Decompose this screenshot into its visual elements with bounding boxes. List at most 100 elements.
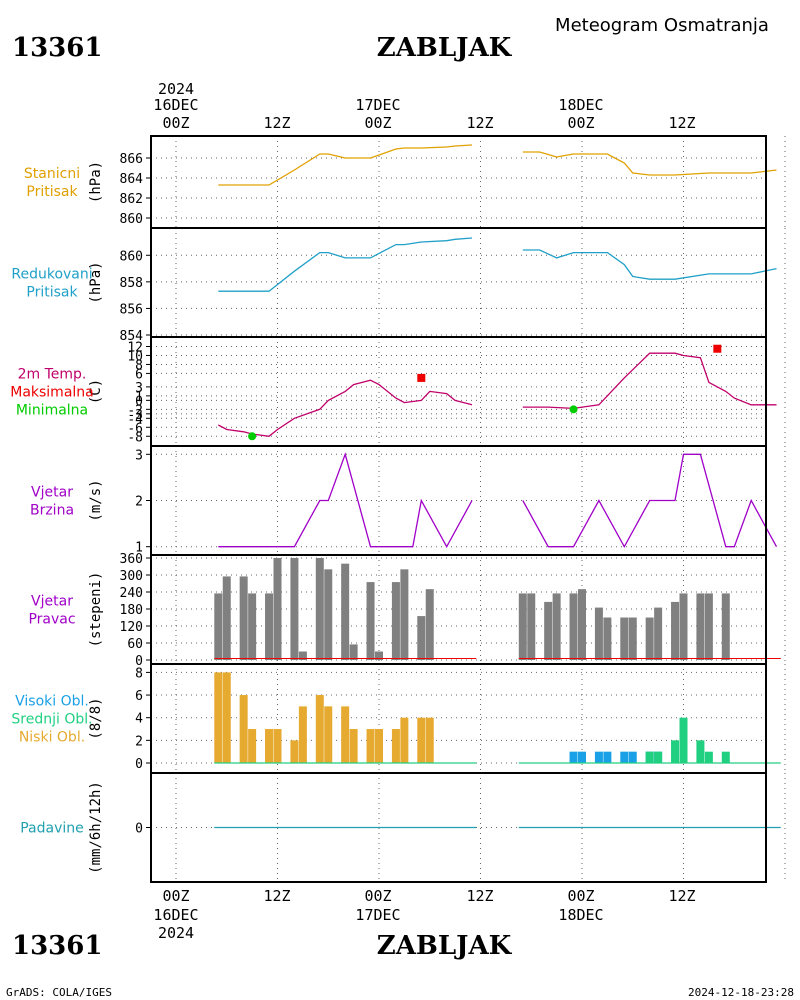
high-cloud-bar bbox=[620, 751, 629, 763]
high-cloud-bar bbox=[569, 751, 578, 763]
top-hour-label-1: 00Z bbox=[162, 114, 189, 132]
high-cloud-bar bbox=[628, 751, 637, 763]
y-tick-label: 300 bbox=[120, 569, 143, 584]
max-temp-marker bbox=[713, 344, 722, 353]
wind-direction-bar bbox=[603, 617, 612, 660]
low-cloud-bar bbox=[298, 706, 307, 763]
temperature-line bbox=[217, 379, 473, 437]
y-axis-unit: (hPa) bbox=[88, 261, 104, 303]
panel-label: Padavine bbox=[20, 821, 84, 837]
y-tick-label: -4 bbox=[127, 412, 143, 427]
wind-direction-bar bbox=[239, 576, 248, 660]
y-tick-label: -2 bbox=[127, 403, 143, 418]
mid-cloud-bar bbox=[645, 751, 654, 763]
panel-label: Vjetar bbox=[31, 594, 73, 610]
top-day-label-2: 17DEC bbox=[355, 96, 400, 114]
panel-label: Pritisak bbox=[26, 184, 78, 200]
wind-direction-bar bbox=[315, 558, 324, 660]
panel-label: Vjetar bbox=[31, 485, 73, 501]
y-axis-unit: (stepeni) bbox=[88, 572, 104, 648]
temperature-line bbox=[522, 352, 777, 410]
wind-direction-bar bbox=[417, 616, 426, 660]
wind-direction-bar bbox=[518, 593, 527, 660]
panel-label: Visoki Obl. bbox=[15, 694, 89, 710]
panel-frame bbox=[150, 135, 767, 229]
y-tick-label: 0 bbox=[135, 822, 143, 837]
bottom-year-label: 2024 bbox=[158, 924, 194, 942]
wind-direction-bar bbox=[578, 589, 586, 660]
wind-direction-bar bbox=[645, 617, 654, 660]
low-cloud-bar bbox=[400, 717, 409, 763]
wind-direction-bar bbox=[425, 589, 434, 660]
footer-credit: GrADS: COLA/IGES bbox=[6, 986, 112, 999]
low-cloud-bar bbox=[341, 706, 350, 763]
wind-direction-bar bbox=[265, 593, 274, 660]
mid-cloud-bar bbox=[654, 751, 663, 763]
wind-direction-bar bbox=[594, 607, 603, 660]
y-tick-label: 360 bbox=[120, 552, 143, 567]
panels-group: 860862864866(hPa)StanicniPritisak8548568… bbox=[10, 135, 786, 883]
low-cloud-bar bbox=[315, 695, 324, 763]
top-hour-label-2: 12Z bbox=[263, 114, 290, 132]
y-tick-label: 856 bbox=[120, 302, 143, 317]
station-pressure-line bbox=[522, 151, 777, 176]
wind-direction-bar bbox=[298, 651, 307, 660]
y-tick-label: 3 bbox=[135, 448, 143, 463]
y-axis-unit: (C) bbox=[88, 379, 104, 404]
y-tick-label: 866 bbox=[120, 152, 143, 167]
panel-frame bbox=[150, 227, 767, 338]
high-cloud-bar bbox=[603, 751, 612, 763]
min-temp-marker bbox=[248, 432, 257, 441]
wind-direction-bar bbox=[552, 593, 561, 660]
wind-direction-bar bbox=[527, 593, 536, 660]
low-cloud-bar bbox=[324, 706, 333, 763]
y-axis-unit: (mm/6h/12h) bbox=[88, 781, 104, 874]
y-axis-unit: (8/8) bbox=[88, 697, 104, 739]
mid-cloud-bar bbox=[704, 751, 713, 763]
reduced-pressure-line bbox=[218, 237, 473, 292]
mid-cloud-bar bbox=[696, 740, 705, 763]
panel-label: Niski Obl. bbox=[19, 730, 85, 746]
station-name: ZABLJAK bbox=[377, 33, 513, 63]
wind-direction-bar bbox=[324, 569, 333, 660]
y-tick-label: -8 bbox=[127, 430, 143, 445]
station-id: 13361 bbox=[12, 33, 102, 63]
top-day-label-3: 18DEC bbox=[558, 96, 603, 114]
wind-direction-bar bbox=[366, 582, 375, 660]
max-temp-marker bbox=[417, 373, 426, 382]
low-cloud-bar bbox=[349, 729, 358, 763]
low-cloud-bar bbox=[214, 672, 223, 763]
bottom-day-label-3: 18DEC bbox=[558, 906, 603, 924]
bottom-hour-label-1: 00Z bbox=[162, 887, 189, 905]
mid-cloud-bar bbox=[721, 751, 730, 763]
low-cloud-bar bbox=[248, 729, 257, 763]
high-cloud-bar bbox=[594, 751, 603, 763]
wind-speed-line bbox=[522, 453, 778, 549]
panel-label: Pravac bbox=[28, 612, 75, 628]
wind-direction-bar bbox=[391, 582, 400, 660]
bottom-hour-label-3: 00Z bbox=[364, 887, 391, 905]
top-hour-label-4: 12Z bbox=[466, 114, 493, 132]
wind-direction-bar bbox=[341, 563, 350, 660]
y-tick-label: 6 bbox=[135, 689, 143, 704]
y-tick-label: 864 bbox=[120, 172, 144, 187]
bottom-hour-label-6: 12Z bbox=[668, 887, 695, 905]
y-tick-label: 10 bbox=[127, 349, 143, 364]
y-tick-label: 854 bbox=[120, 329, 144, 344]
y-tick-label: 860 bbox=[120, 212, 143, 227]
y-tick-label: 2 bbox=[135, 495, 143, 510]
low-cloud-bar bbox=[290, 740, 299, 763]
mid-cloud-bar bbox=[671, 740, 680, 763]
y-tick-label: 862 bbox=[120, 192, 143, 207]
bottom-hour-label-2: 12Z bbox=[263, 887, 290, 905]
wind-direction-bar bbox=[400, 569, 409, 660]
chart-subtitle: Meteogram Osmatranja bbox=[555, 15, 769, 36]
y-tick-label: 120 bbox=[120, 620, 143, 635]
wind-direction-bar bbox=[704, 593, 713, 660]
wind-direction-bar bbox=[620, 617, 629, 660]
footer-station-name: ZABLJAK bbox=[377, 931, 513, 961]
wind-direction-bar bbox=[569, 593, 578, 660]
y-tick-label: -3 bbox=[127, 408, 143, 423]
low-cloud-bar bbox=[375, 729, 383, 763]
low-cloud-bar bbox=[366, 729, 375, 763]
